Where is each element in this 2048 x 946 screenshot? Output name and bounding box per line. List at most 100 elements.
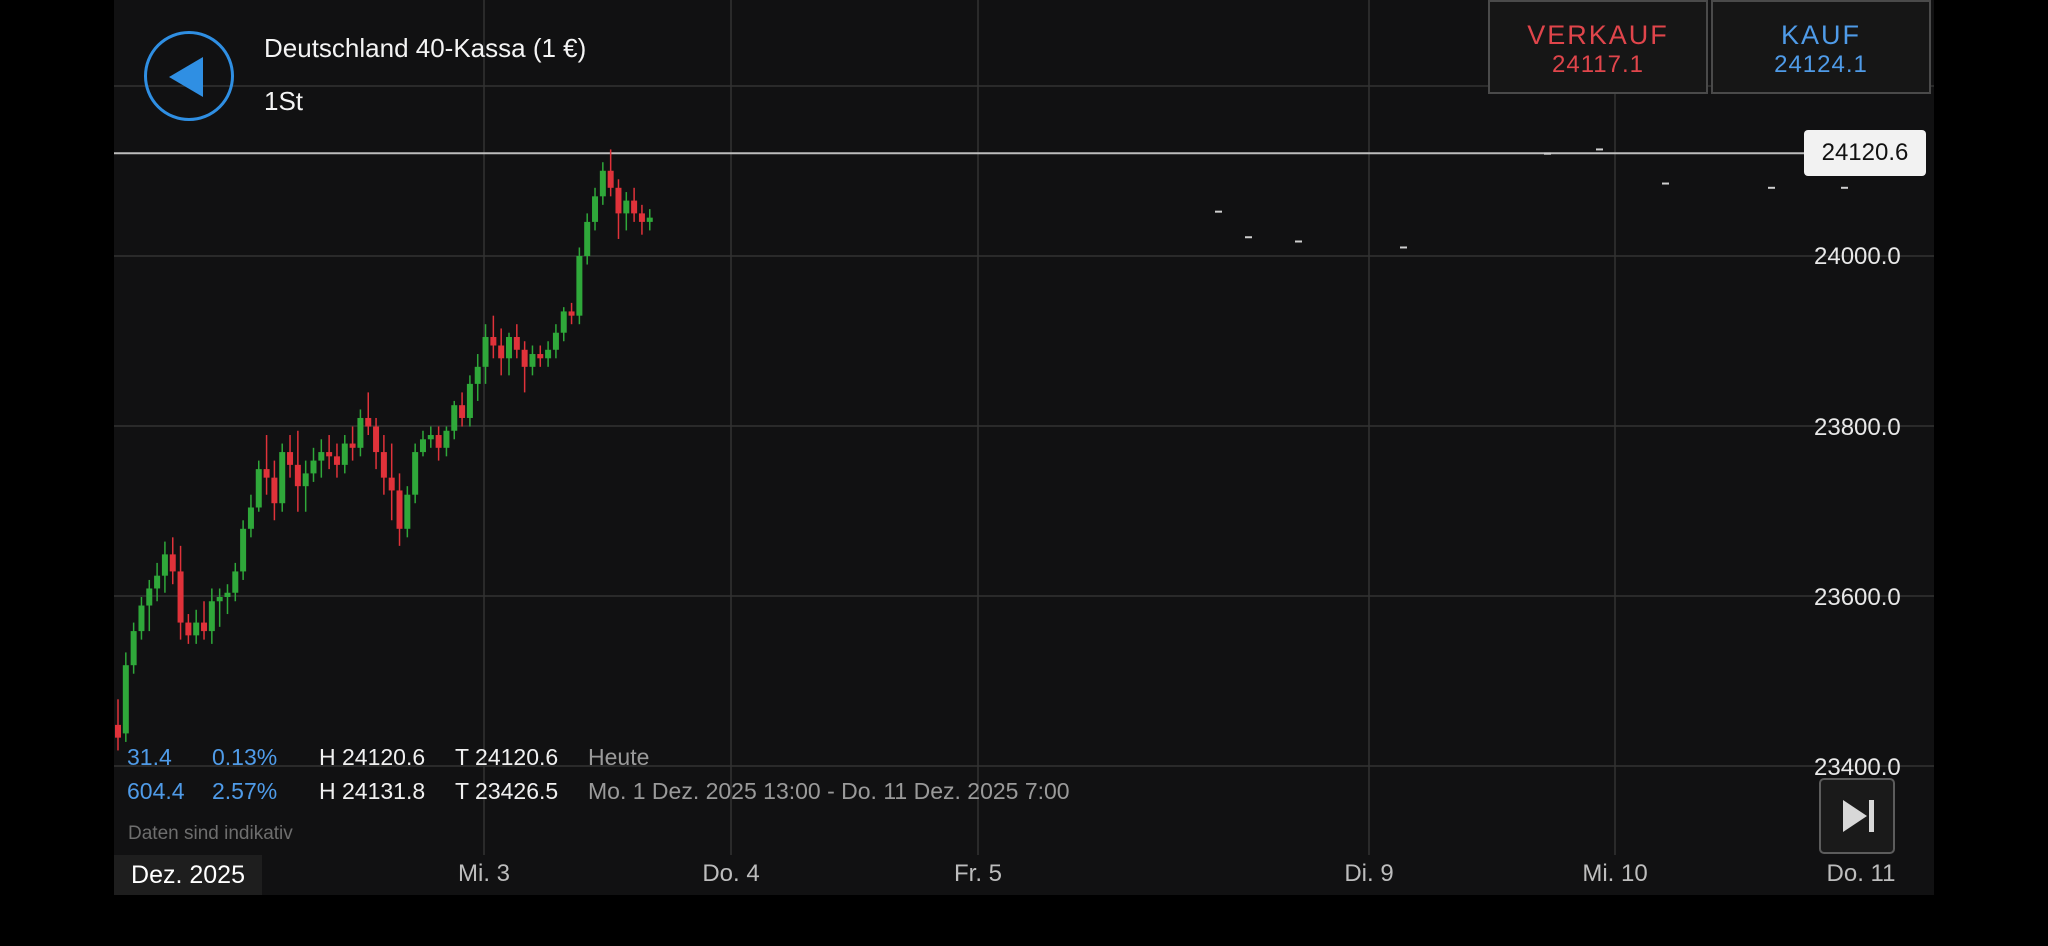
candle-body (310, 460, 317, 474)
buy-button[interactable]: KAUF 24124.1 (1711, 0, 1931, 94)
candle-body (545, 349, 552, 359)
candle-body (318, 452, 325, 461)
period-label: Mo. 1 Dez. 2025 13:00 - Do. 11 Dez. 2025… (588, 778, 1070, 804)
candle-body (302, 473, 309, 487)
candle-body (271, 477, 278, 504)
candle-body (396, 490, 403, 529)
candle-body (568, 311, 575, 316)
candle-body (592, 196, 599, 222)
back-button[interactable] (144, 31, 234, 121)
candle-body (490, 336, 497, 346)
candle-body (537, 354, 544, 359)
disclaimer: Daten sind indikativ (128, 823, 293, 844)
candle-body (498, 345, 505, 359)
candle-body (373, 426, 380, 453)
candle-body (232, 571, 239, 593)
change-value: 604.4 (127, 778, 185, 804)
buy-label: KAUF (1780, 20, 1861, 50)
change-percent: 0.13% (212, 744, 278, 770)
candle-body (623, 200, 630, 214)
x-axis-label: Fr. 5 (953, 860, 1003, 887)
candle-body (552, 332, 559, 350)
candle-body (169, 554, 176, 572)
candle-body (115, 724, 121, 738)
candle-body (435, 435, 442, 448)
candle-body (412, 452, 419, 495)
candle-body (443, 430, 450, 448)
candle-body (584, 221, 591, 256)
candle-body (521, 349, 528, 367)
y-axis-label: 24000.0 (1814, 243, 1901, 270)
sell-button[interactable]: VERKAUF 24117.1 (1488, 0, 1708, 94)
candle-body (349, 443, 356, 448)
candle-body (482, 336, 489, 367)
candle-body (607, 170, 614, 188)
candle-body (419, 439, 426, 453)
candle-body (247, 507, 254, 529)
candle-body (224, 592, 231, 597)
x-axis-label: Do. 4 (702, 860, 760, 887)
candle-body (631, 200, 638, 214)
candle-body (529, 354, 536, 367)
candle-body (177, 571, 184, 623)
candle-body (427, 435, 434, 440)
x-axis-label: Di. 9 (1344, 860, 1394, 887)
candle-body (333, 456, 340, 465)
low-value: T 23426.5 (455, 778, 559, 804)
sell-label: VERKAUF (1527, 20, 1669, 50)
candle-body (357, 417, 364, 448)
candle-body (255, 469, 262, 508)
candle-body (451, 405, 458, 431)
candle-body (404, 494, 411, 529)
candle-body (185, 622, 192, 636)
candle-body (263, 469, 270, 478)
instrument-name: Deutschland 40-Kassa (1 €) (264, 33, 587, 63)
candle-body (208, 601, 215, 632)
candle-body (341, 443, 348, 465)
chart-panel: Deutschland 40-Kassa (1 €) 1St VERKAUF 2… (114, 0, 1934, 895)
candle-body (560, 311, 567, 333)
candle-body (365, 417, 372, 427)
x-axis-label: Mi. 3 (457, 860, 511, 887)
y-axis-label: 23600.0 (1814, 584, 1901, 611)
x-axis-label: Do. 11 (1826, 860, 1896, 887)
skip-to-end-icon (1843, 800, 1874, 832)
candle-body (513, 336, 520, 350)
candle-body (459, 405, 466, 418)
candle-body (138, 605, 145, 632)
candle-body (154, 575, 161, 589)
high-value: H 24120.6 (319, 744, 426, 770)
candle-body (380, 452, 387, 478)
period-label: Heute (588, 744, 650, 770)
sell-price: 24117.1 (1552, 51, 1644, 78)
change-percent: 2.57% (212, 778, 278, 804)
candle-body (326, 452, 333, 457)
y-axis-label: 23800.0 (1814, 414, 1901, 441)
candle-body (638, 213, 645, 222)
timeframe-selector[interactable]: 1St (264, 86, 304, 116)
candle-body (201, 622, 208, 632)
high-value: H 24131.8 (319, 778, 426, 804)
candle-body (506, 336, 512, 359)
price-chart[interactable] (114, 0, 1934, 895)
candle-body (474, 366, 481, 384)
candle-body (287, 452, 294, 465)
candle-body (240, 528, 247, 572)
change-value: 31.4 (127, 744, 172, 770)
back-arrow-icon (169, 57, 203, 97)
candle-body (388, 477, 395, 491)
candle-body (466, 383, 473, 418)
candle-body (146, 588, 153, 606)
candle-body (161, 554, 168, 576)
current-price-tag: 24120.6 (1804, 130, 1926, 176)
candle-body (599, 170, 606, 197)
candle-body (646, 217, 653, 222)
buy-price: 24124.1 (1774, 51, 1868, 78)
candle-body (576, 256, 583, 316)
candle-body (193, 622, 200, 636)
candle-body (279, 452, 286, 504)
x-axis-current-period: Dez. 2025 (114, 855, 262, 895)
candle-body (130, 631, 137, 666)
jump-to-end-button[interactable] (1819, 778, 1895, 854)
candle-body (122, 665, 129, 734)
